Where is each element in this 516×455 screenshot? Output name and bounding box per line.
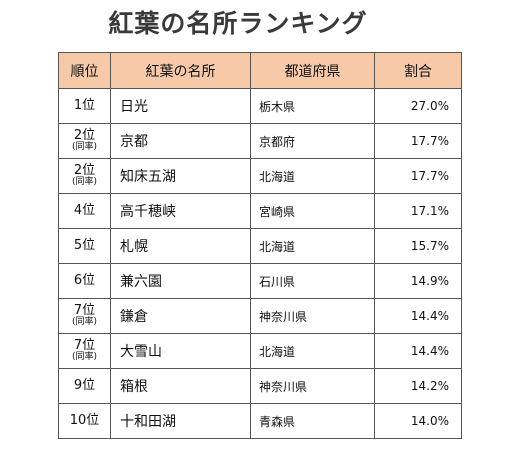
- rank-cell: 2位 (同率): [58, 158, 111, 194]
- prefecture: 栃木県: [250, 88, 375, 124]
- rank-cell: 2位 (同率): [58, 123, 111, 159]
- spot-name: 知床五湖: [110, 158, 251, 194]
- rank-cell: 9位: [58, 368, 111, 404]
- ratio: 14.9%: [374, 263, 462, 299]
- ratio: 17.7%: [374, 123, 462, 159]
- rank-label: 2位: [73, 127, 96, 143]
- tie-note: (同率): [71, 177, 98, 188]
- table-row: 6位 兼六園 石川県 14.9%: [58, 263, 462, 299]
- rank-label: 7位: [73, 337, 96, 353]
- spot-name: 高千穂峡: [110, 193, 251, 229]
- prefecture: 神奈川県: [250, 298, 375, 334]
- rank-cell: 7位 (同率): [58, 333, 111, 369]
- ratio: 14.4%: [374, 333, 462, 369]
- spot-name: 兼六園: [110, 263, 251, 299]
- table-row: 2位 (同率) 京都 京都府 17.7%: [58, 123, 462, 159]
- spot-name: 鎌倉: [110, 298, 251, 334]
- spot-name: 札幌: [110, 228, 251, 264]
- spot-name: 京都: [110, 123, 251, 159]
- rank-label: 4位: [73, 202, 96, 218]
- prefecture: 京都府: [250, 123, 375, 159]
- header-rank: 順位: [58, 52, 111, 89]
- prefecture: 北海道: [250, 333, 375, 369]
- rank-label: 9位: [73, 377, 96, 393]
- spot-name: 大雪山: [110, 333, 251, 369]
- ratio: 14.4%: [374, 298, 462, 334]
- header-ratio: 割合: [374, 52, 462, 89]
- table-row: 4位 高千穂峡 宮崎県 17.1%: [58, 193, 462, 229]
- prefecture: 青森県: [250, 403, 375, 439]
- ratio: 27.0%: [374, 88, 462, 124]
- header-prefecture: 都道府県: [250, 52, 375, 89]
- tie-note: (同率): [71, 317, 98, 328]
- prefecture: 北海道: [250, 228, 375, 264]
- rank-label: 7位: [73, 302, 96, 318]
- header-name: 紅葉の名所: [110, 52, 251, 89]
- ratio: 15.7%: [374, 228, 462, 264]
- table-row: 2位 (同率) 知床五湖 北海道 17.7%: [58, 158, 462, 194]
- rank-cell: 5位: [58, 228, 111, 264]
- table-header-row: 順位 紅葉の名所 都道府県 割合: [58, 52, 462, 89]
- prefecture: 宮崎県: [250, 193, 375, 229]
- rank-label: 5位: [73, 237, 96, 253]
- ratio: 17.1%: [374, 193, 462, 229]
- tie-note: (同率): [71, 352, 98, 363]
- rank-cell: 1位: [58, 88, 111, 124]
- table-row: 7位 (同率) 鎌倉 神奈川県 14.4%: [58, 298, 462, 334]
- ratio: 14.2%: [374, 368, 462, 404]
- table-row: 1位 日光 栃木県 27.0%: [58, 88, 462, 124]
- rank-label: 2位: [73, 162, 96, 178]
- prefecture: 神奈川県: [250, 368, 375, 404]
- rank-label: 6位: [73, 272, 96, 288]
- page-title: 紅葉の名所ランキング: [108, 9, 368, 38]
- ratio: 17.7%: [374, 158, 462, 194]
- spot-name: 十和田湖: [110, 403, 251, 439]
- rank-cell: 6位: [58, 263, 111, 299]
- rank-label: 1位: [73, 97, 96, 113]
- spot-name: 日光: [110, 88, 251, 124]
- rank-cell: 10位: [58, 403, 111, 439]
- table-row: 10位 十和田湖 青森県 14.0%: [58, 403, 462, 439]
- rank-label: 10位: [69, 412, 100, 428]
- ratio: 14.0%: [374, 403, 462, 439]
- prefecture: 石川県: [250, 263, 375, 299]
- ranking-table: 順位 紅葉の名所 都道府県 割合 1位 日光 栃木県 27.0% 2位 (同率) …: [58, 52, 462, 439]
- table-row: 9位 箱根 神奈川県 14.2%: [58, 368, 462, 404]
- table-row: 7位 (同率) 大雪山 北海道 14.4%: [58, 333, 462, 369]
- rank-cell: 4位: [58, 193, 111, 229]
- tie-note: (同率): [71, 142, 98, 153]
- prefecture: 北海道: [250, 158, 375, 194]
- rank-cell: 7位 (同率): [58, 298, 111, 334]
- spot-name: 箱根: [110, 368, 251, 404]
- table-row: 5位 札幌 北海道 15.7%: [58, 228, 462, 264]
